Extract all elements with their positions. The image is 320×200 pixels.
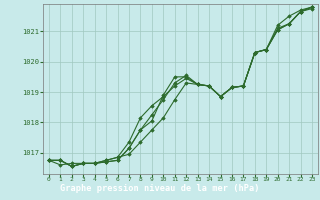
Text: Graphe pression niveau de la mer (hPa): Graphe pression niveau de la mer (hPa) [60, 184, 260, 193]
